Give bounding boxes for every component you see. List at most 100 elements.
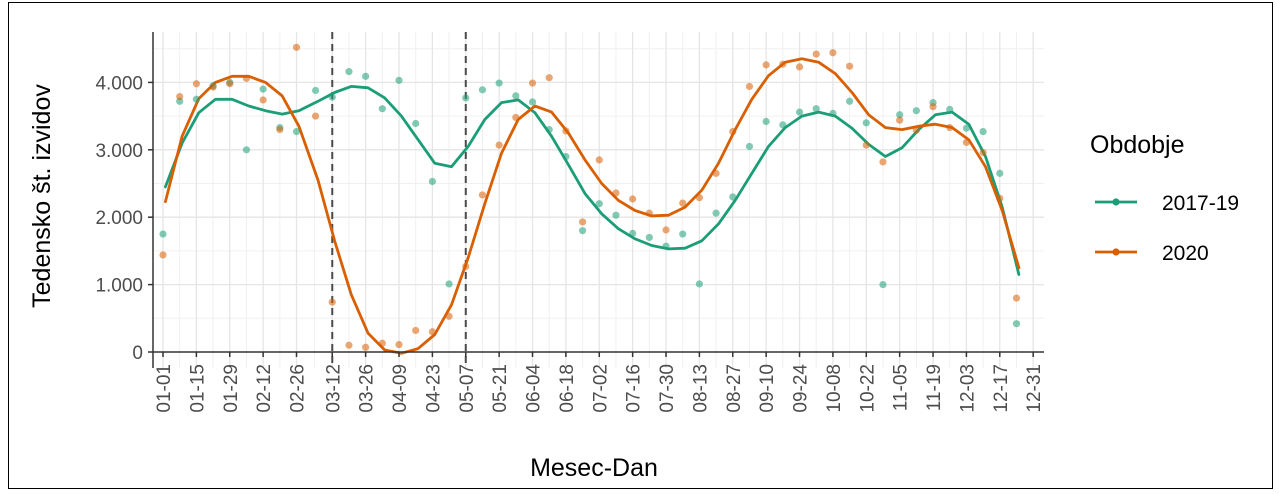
- x-tick-label: 12-31: [1024, 364, 1045, 413]
- x-tick-label: 06-04: [524, 364, 545, 413]
- data-point-2017-19: [779, 121, 787, 129]
- data-point-2020: [979, 148, 987, 157]
- x-tick-label: 01-15: [187, 364, 208, 413]
- data-point-2020: [645, 209, 653, 217]
- data-point-2017-19: [495, 79, 503, 87]
- data-point-2020: [762, 61, 770, 69]
- data-point-2017-19: [729, 193, 737, 201]
- data-point-2017-19: [578, 227, 587, 235]
- data-point-2017-19: [159, 230, 167, 238]
- data-point-2020: [345, 341, 353, 349]
- data-point-2017-19: [829, 109, 837, 118]
- data-point-2017-19: [545, 125, 553, 134]
- data-point-2020: [829, 49, 837, 57]
- y-tick-label: 3.000: [95, 141, 143, 162]
- x-tick-label: 01-29: [221, 364, 242, 413]
- data-point-2020: [812, 50, 820, 58]
- data-point-2017-19: [862, 119, 870, 127]
- data-point-2017-19: [946, 105, 954, 113]
- data-point-2020: [962, 138, 971, 146]
- data-point-2020: [276, 125, 284, 134]
- chart-frame: [8, 2, 1273, 489]
- x-tick-label: 09-24: [791, 364, 812, 413]
- data-point-2020: [428, 328, 436, 336]
- data-point-2020: [311, 112, 320, 120]
- data-point-2020: [1012, 294, 1021, 302]
- x-tick-label: 05-21: [490, 364, 511, 413]
- y-tick-label: 0: [132, 343, 143, 364]
- data-point-2017-19: [979, 128, 987, 136]
- data-point-2020: [512, 113, 520, 122]
- data-point-2020: [226, 80, 234, 88]
- data-point-2017-19: [192, 95, 200, 103]
- x-tick-label: 07-30: [657, 364, 678, 413]
- data-point-2020: [946, 123, 954, 132]
- data-point-2020: [495, 141, 503, 149]
- data-point-2017-19: [345, 68, 353, 76]
- data-point-2017-19: [562, 152, 570, 161]
- data-point-2020: [845, 62, 854, 70]
- legend-title: Obdobje: [1090, 131, 1185, 159]
- data-point-2020: [745, 82, 754, 91]
- data-point-2017-19: [445, 280, 453, 288]
- data-point-2020: [259, 96, 267, 104]
- data-point-2020: [612, 189, 620, 197]
- data-point-2017-19: [412, 119, 420, 128]
- data-point-2020: [159, 251, 167, 259]
- x-tick-labels: 01-01 01-15 01-29 02-12 02-26 03-12 03-26 04-09…: [154, 352, 1045, 413]
- data-point-2020: [462, 262, 470, 271]
- data-point-2017-19: [645, 233, 653, 242]
- data-point-2017-19: [845, 97, 854, 105]
- data-point-2020: [912, 126, 920, 134]
- legend-swatch-point: [1112, 198, 1120, 206]
- x-tick-label: 07-02: [590, 364, 611, 413]
- data-point-2017-19: [528, 98, 537, 106]
- data-point-2020: [192, 80, 200, 88]
- legend: Obdobje 2017-19 2020: [1090, 131, 1239, 265]
- data-point-2020: [896, 116, 904, 124]
- y-tick-label: 1.000: [95, 276, 143, 297]
- data-point-2020: [378, 339, 386, 347]
- data-point-2017-19: [695, 280, 704, 288]
- data-point-2020: [629, 195, 637, 203]
- data-point-2020: [328, 298, 336, 306]
- data-point-2017-19: [879, 281, 887, 289]
- data-point-2020: [795, 63, 804, 71]
- data-point-2020: [595, 156, 603, 164]
- data-point-2017-19: [512, 92, 520, 100]
- y-tick-labels: 0 1.000 2.000 3.000 4.000: [95, 73, 153, 364]
- data-point-2017-19: [395, 76, 403, 84]
- data-point-2017-19: [812, 105, 820, 113]
- data-point-2020: [729, 128, 737, 136]
- data-point-2017-19: [795, 108, 804, 116]
- x-tick-label: 10-08: [824, 364, 845, 413]
- legend-swatch-point: [1112, 248, 1120, 256]
- x-tick-label: 08-27: [724, 364, 745, 413]
- data-point-2020: [562, 127, 570, 135]
- x-tick-label: 03-12: [323, 364, 344, 413]
- data-point-2017-19: [362, 72, 370, 80]
- x-tick-label: 04-09: [390, 364, 411, 413]
- data-point-2020: [545, 74, 553, 82]
- data-point-2017-19: [896, 111, 904, 119]
- data-point-2017-19: [996, 169, 1004, 177]
- axes: [152, 32, 1044, 368]
- x-tick-label: 02-26: [288, 364, 309, 413]
- legend-label: 2017-19: [1162, 192, 1239, 215]
- data-point-2017-19: [462, 94, 470, 102]
- data-point-2020: [879, 158, 887, 166]
- data-point-2020: [779, 60, 787, 68]
- y-tick-label: 2.000: [95, 208, 143, 229]
- x-tick-label: 11-05: [891, 364, 912, 411]
- data-point-2020: [712, 169, 720, 177]
- data-point-2017-19: [762, 117, 770, 126]
- legend-items: 2017-19 2020: [1095, 192, 1239, 265]
- series-line-2017-19: [164, 85, 1021, 276]
- data-point-2020: [242, 74, 251, 82]
- x-tick-label: 08-13: [690, 364, 711, 413]
- data-point-2017-19: [292, 128, 301, 136]
- data-point-2017-19: [912, 107, 920, 115]
- data-point-2020: [478, 191, 487, 199]
- x-tick-label: 01-01: [154, 364, 175, 413]
